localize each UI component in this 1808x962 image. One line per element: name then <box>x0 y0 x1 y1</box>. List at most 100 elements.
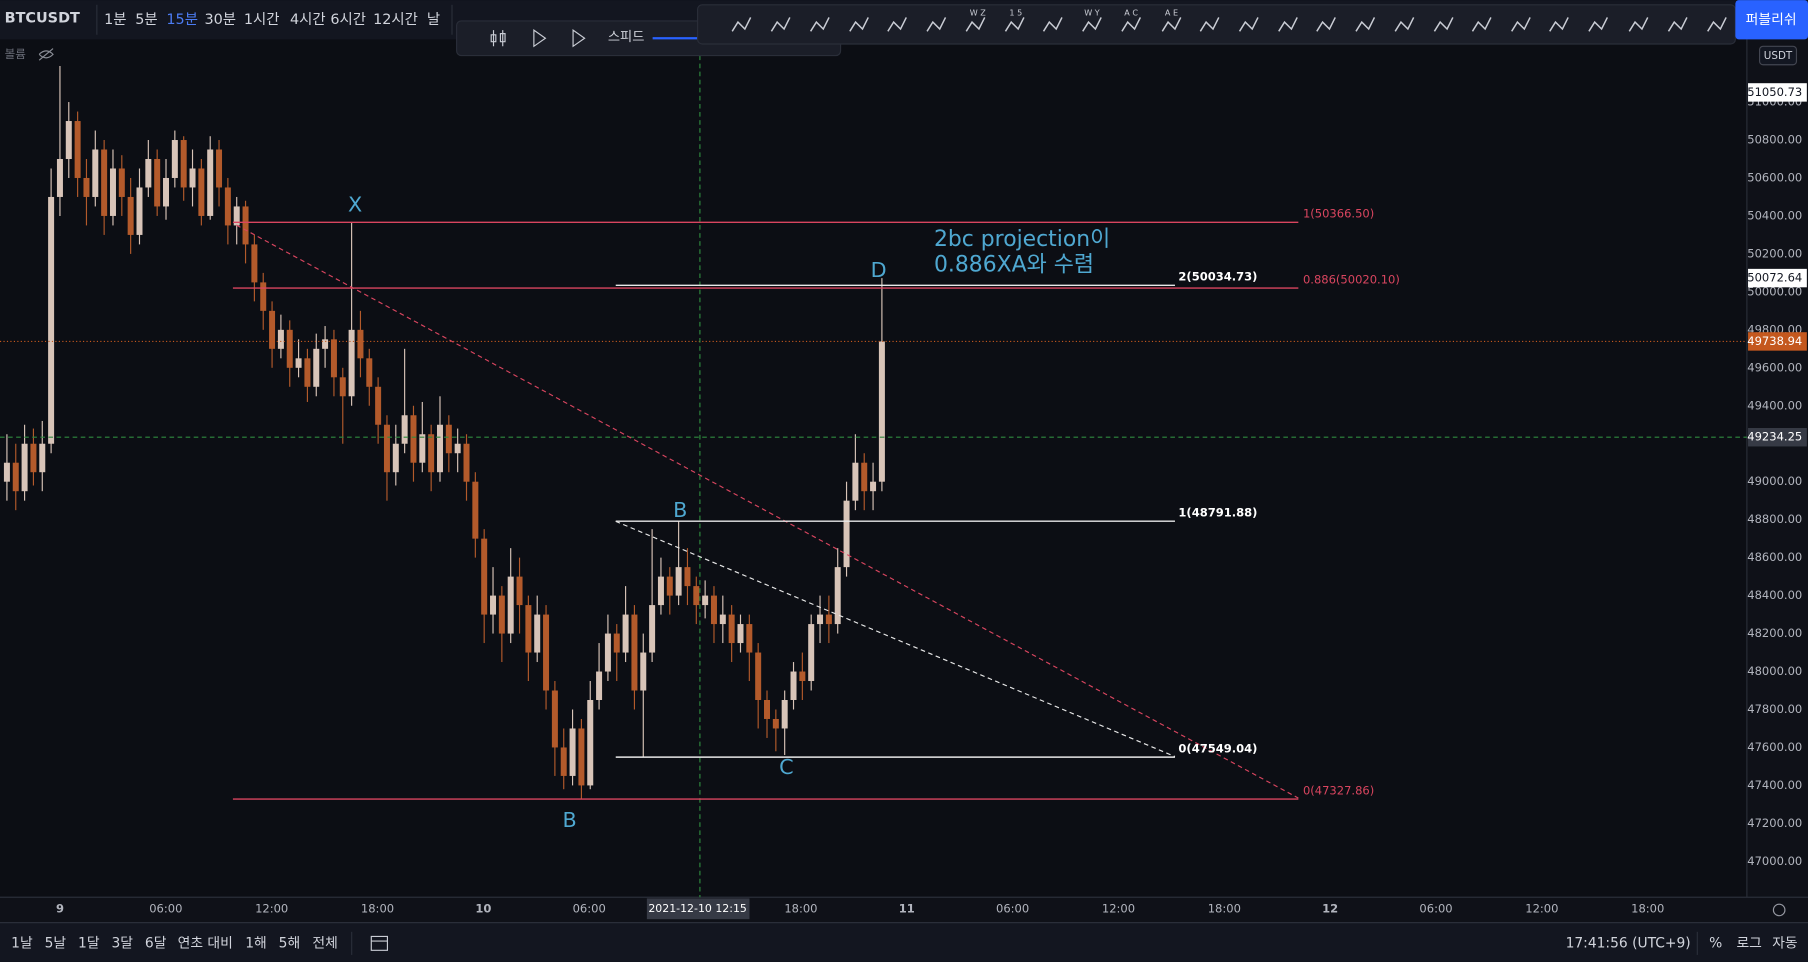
drawing-tool-icon[interactable] <box>1161 17 1182 32</box>
interval-button[interactable]: 4시간 <box>290 11 326 28</box>
drawing-tool-icon[interactable] <box>1199 17 1220 32</box>
candle-body <box>101 149 108 216</box>
drawing-tool-icon[interactable] <box>1355 17 1376 32</box>
price-tick-label: 48600.00 <box>1747 550 1802 564</box>
candle-body <box>640 652 647 691</box>
drawing-tool-icon[interactable] <box>1278 17 1298 32</box>
volume-legend: 볼륨 <box>5 47 26 61</box>
publish-button[interactable]: 퍼블리쉬 <box>1746 12 1797 28</box>
interval-button[interactable]: 1시간 <box>244 11 280 28</box>
interval-button[interactable]: 5분 <box>135 12 157 28</box>
fib-level-label: 2(50034.73) <box>1178 270 1257 284</box>
replay-icons <box>490 29 586 48</box>
candle-body <box>39 443 46 473</box>
candle-body <box>490 595 497 615</box>
candle-body <box>251 244 258 283</box>
candle-body <box>764 699 771 719</box>
drawing-tool-icon[interactable] <box>1471 17 1492 32</box>
time-tick-label: 18:00 <box>1631 901 1664 915</box>
drawing-tool-letters: A C <box>1124 8 1138 17</box>
candle-body <box>428 434 435 473</box>
candle-body <box>587 699 594 786</box>
fib-level-label: 0(47549.04) <box>1178 742 1257 756</box>
drawing-tool-icon[interactable] <box>1628 17 1649 32</box>
eye-off-icon <box>38 48 54 61</box>
percent-button[interactable]: % <box>1709 935 1722 951</box>
drawing-tool-icon[interactable] <box>1238 17 1259 32</box>
price-tick-label: 47600.00 <box>1747 740 1802 754</box>
drawing-tool-icon[interactable] <box>1588 17 1609 32</box>
interval-button[interactable]: 30분 <box>204 12 236 28</box>
annotation-text: 0.886XA와 수렴 <box>934 252 1094 277</box>
replay-speed[interactable]: 스피드 <box>608 29 645 45</box>
drawing-tool-icon[interactable] <box>770 17 791 32</box>
candle-body <box>330 339 337 378</box>
interval-button[interactable]: 날 <box>427 11 440 28</box>
candle-body <box>12 462 19 492</box>
candle-body <box>145 158 152 188</box>
publish-button-bg[interactable] <box>1735 0 1808 40</box>
drawing-tool-icon[interactable] <box>1707 17 1727 32</box>
interval-button[interactable]: 1분 <box>104 12 126 28</box>
range-button[interactable]: 3달 <box>111 935 133 951</box>
price-tick-label: 49000.00 <box>1747 474 1802 488</box>
symbol[interactable]: BTCUSDT <box>5 11 80 27</box>
log-button[interactable]: 로그 <box>1736 935 1761 951</box>
candle-body <box>569 728 576 776</box>
drawing-tool-icon[interactable] <box>926 17 947 32</box>
time-tick-label: 06:00 <box>996 901 1029 915</box>
range-button[interactable]: 연초 대비 <box>178 935 233 951</box>
drawing-tool-letters: 1 5 <box>1009 8 1022 17</box>
candle-body <box>852 462 859 501</box>
drawing-tool-icon[interactable] <box>1082 17 1102 32</box>
range-button[interactable]: 전체 <box>312 935 337 951</box>
range-button[interactable]: 5날 <box>45 935 67 951</box>
drawing-tool-icon[interactable] <box>1121 17 1142 32</box>
range-button[interactable]: 1해 <box>245 935 267 951</box>
fib-level-label: 1(50366.50) <box>1303 207 1374 221</box>
drawing-tool-icon[interactable] <box>809 17 830 32</box>
candle-body <box>383 424 390 473</box>
candle-body <box>870 481 877 492</box>
price-axis-panel <box>1746 39 1808 898</box>
price-tick-label: 50800.00 <box>1747 133 1802 147</box>
range-button[interactable]: 5해 <box>279 935 301 951</box>
drawing-tool-icon[interactable] <box>731 17 752 32</box>
drawing-tool-icon[interactable] <box>887 17 907 32</box>
drawing-tool-icon[interactable] <box>965 17 986 32</box>
candle-body <box>790 671 797 700</box>
candle-body <box>834 567 841 625</box>
interval-button[interactable]: 12시간 <box>373 11 418 28</box>
candle-body <box>613 633 620 653</box>
drawing-tool-icon[interactable] <box>1433 17 1454 32</box>
candle-body <box>516 576 523 606</box>
drawing-tool-icon[interactable] <box>1042 17 1063 32</box>
candle-body <box>755 652 762 700</box>
candle-body <box>817 614 824 625</box>
price-tick-label: 48000.00 <box>1747 664 1802 678</box>
candle-body <box>180 140 187 188</box>
price-tick-label: 49400.00 <box>1747 398 1802 412</box>
auto-button[interactable]: 자동 <box>1772 935 1797 951</box>
drawing-tool-icon[interactable] <box>1004 17 1025 32</box>
candle-body <box>260 282 267 311</box>
range-button[interactable]: 1날 <box>11 935 33 951</box>
goto-date-icon[interactable] <box>370 935 389 951</box>
drawing-tool-icon[interactable] <box>1667 17 1688 32</box>
interval-button[interactable]: 15분 <box>166 12 198 28</box>
drawing-tool-icon[interactable] <box>1511 17 1531 32</box>
candle-body <box>604 633 611 672</box>
candle-body <box>92 149 99 197</box>
range-button[interactable]: 1달 <box>78 935 100 951</box>
candle-body <box>198 168 205 216</box>
candle-body <box>207 149 214 216</box>
candle-body <box>808 624 815 682</box>
drawing-tool-icon[interactable] <box>849 17 869 32</box>
interval-button[interactable]: 6시간 <box>330 11 366 28</box>
drawing-tool-icon[interactable] <box>1316 17 1336 32</box>
drawing-tool-icon[interactable] <box>1549 17 1569 32</box>
drawing-tool-icon[interactable] <box>1394 17 1415 32</box>
range-button[interactable]: 6달 <box>145 935 167 951</box>
settings-icon[interactable] <box>1772 903 1786 917</box>
